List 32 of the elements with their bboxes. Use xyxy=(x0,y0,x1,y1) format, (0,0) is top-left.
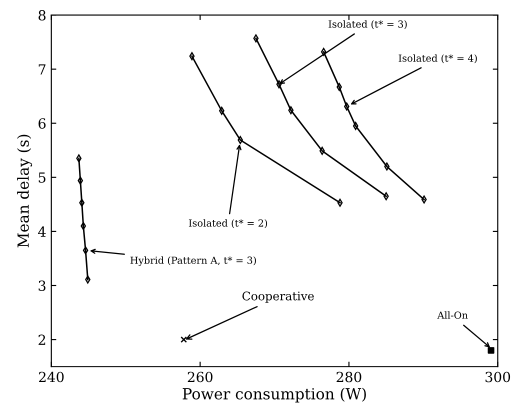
point xyxy=(76,154,82,162)
annotation: Hybrid (Pattern A, t* = 3) xyxy=(130,256,256,266)
y-tick-label: 3 xyxy=(38,280,46,291)
point xyxy=(337,198,343,207)
annotation: All-On xyxy=(437,311,468,319)
point xyxy=(276,80,282,88)
x-axis-title: Power consumption (W) xyxy=(182,388,366,402)
point xyxy=(319,146,325,155)
y-axis-title: Mean delay (s) xyxy=(17,134,32,248)
annotation: Isolated (t* = 4) xyxy=(398,54,477,64)
x-tick-label: 260 xyxy=(188,372,212,382)
annotation: Isolated (t* = 2) xyxy=(188,219,268,228)
y-tick-label: 6 xyxy=(38,118,46,129)
point xyxy=(78,176,84,185)
point xyxy=(488,347,494,354)
point xyxy=(253,34,259,42)
point xyxy=(288,106,294,114)
y-tick-label: 2 xyxy=(38,334,46,345)
y-tick-label: 8 xyxy=(38,10,46,21)
y-tick-label: 5 xyxy=(38,172,46,183)
point xyxy=(79,198,85,207)
point xyxy=(189,52,195,60)
y-tick-label: 4 xyxy=(38,226,46,237)
point xyxy=(320,48,326,56)
point xyxy=(383,192,389,200)
x-tick-label: 280 xyxy=(336,372,362,382)
annotation: Cooperative xyxy=(242,292,314,303)
annotation: Isolated (t* = 3) xyxy=(328,20,407,30)
y-tick-label: 7 xyxy=(38,64,46,74)
x-tick-label: 240 xyxy=(39,372,64,382)
point xyxy=(82,246,88,254)
x-tick-label: 300 xyxy=(486,372,510,382)
